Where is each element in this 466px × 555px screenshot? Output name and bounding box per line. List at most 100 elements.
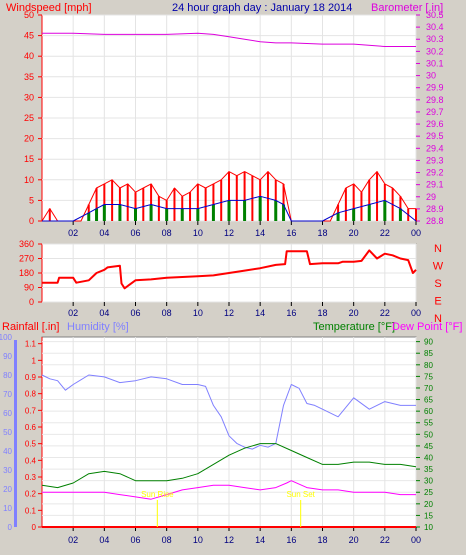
direction-tick-label: 270 xyxy=(19,254,34,264)
sun-marker-label: Sun Rise xyxy=(141,490,174,499)
direction-x-ticks: 02 04 06 08 10 12 14 16 18 20 22 00 xyxy=(68,302,421,318)
rainfall-tick-label: 0.9 xyxy=(25,373,37,382)
barometer-tick-label: 29.3 xyxy=(426,155,444,165)
compass-label: N xyxy=(434,243,442,255)
x-tick-label: 06 xyxy=(130,308,140,318)
x-tick-label: 20 xyxy=(349,535,359,545)
barometer-tick-label: 29 xyxy=(426,192,436,202)
humidity-tick-label: 60 xyxy=(3,409,12,418)
barometer-ticks: 28.8 28.9 29 29.1 29.2 29.3 29.4 29.5 29.6 29.7 29… xyxy=(416,10,444,226)
direction-series xyxy=(42,249,417,290)
temperature-tick-label: 45 xyxy=(424,442,433,451)
barometer-tick-label: 29.9 xyxy=(426,83,444,93)
humidity-axis-label: Humidity [%] xyxy=(67,321,129,333)
rainfall-tick-label: 0 xyxy=(32,523,37,532)
x-tick-label: 04 xyxy=(99,308,109,318)
rainfall-tick-label: 0.1 xyxy=(25,506,37,515)
x-tick-label: 16 xyxy=(286,535,296,545)
sun-annotations: Sun Rise Sun Set xyxy=(141,490,316,527)
humidity-ticks: 0 10 20 30 40 50 60 70 80 90 100 xyxy=(0,333,13,532)
dewpoint-line xyxy=(42,480,416,500)
x-tick-label: 14 xyxy=(255,228,265,238)
temperature-tick-label: 50 xyxy=(424,430,433,439)
temperature-tick-label: 15 xyxy=(424,511,433,520)
wind-barometer-panel: Windspeed [mph] 24 hour graph day : Janu… xyxy=(6,2,444,238)
windspeed-tick-label: 0 xyxy=(29,216,34,226)
humidity-axis-bar xyxy=(14,340,17,527)
windspeed-tick-label: 25 xyxy=(24,113,34,123)
windspeed-tick-label: 20 xyxy=(24,134,34,144)
windspeed-tick-label: 45 xyxy=(24,31,34,41)
windspeed-gust-line xyxy=(41,171,416,222)
x-tick-label: 22 xyxy=(380,308,390,318)
compass-label: E xyxy=(434,296,441,308)
temperature-tick-label: 55 xyxy=(424,419,433,428)
barometer-tick-label: 29.8 xyxy=(426,95,444,105)
barometer-axis-label: Barometer [.in] xyxy=(371,2,443,14)
x-tick-label: 14 xyxy=(255,308,265,318)
temperature-tick-label: 35 xyxy=(424,465,433,474)
humidity-tick-label: 20 xyxy=(3,485,12,494)
temperature-axis-label: Temperature [°F] xyxy=(313,321,395,333)
rainfall-tick-label: 0.6 xyxy=(25,423,37,432)
humidity-tick-label: 10 xyxy=(3,504,12,513)
barometer-tick-label: 29.4 xyxy=(426,143,444,153)
x-tick-label: 18 xyxy=(317,228,327,238)
barometer-tick-label: 29.7 xyxy=(426,107,444,117)
humidity-tick-label: 90 xyxy=(3,352,12,361)
climate-x-ticks: 02 04 06 08 10 12 14 16 18 20 22 00 xyxy=(68,527,421,545)
rainfall-ticks: 0 0.1 0.2 0.3 0.4 0.5 0.6 0.7 0.8 0.9 1 1.1 xyxy=(25,340,42,532)
compass-label: S xyxy=(434,278,441,290)
windspeed-average-line xyxy=(42,195,417,222)
x-tick-label: 08 xyxy=(162,308,172,318)
temperature-ticks: 10 15 20 25 30 35 40 45 50 55 60 65 70 75 80 85 90 xyxy=(416,338,433,532)
windspeed-tick-label: 40 xyxy=(24,51,34,61)
x-tick-label: 06 xyxy=(130,228,140,238)
chart-title: 24 hour graph day : January 18 2014 xyxy=(172,2,352,14)
humidity-line xyxy=(41,374,416,450)
barometer-tick-label: 29.5 xyxy=(426,131,444,141)
rainfall-tick-label: 1.1 xyxy=(25,340,37,349)
rainfall-tick-label: 0.5 xyxy=(25,440,37,449)
x-tick-label: 00 xyxy=(411,308,421,318)
wind-direction-line xyxy=(42,249,417,290)
wind-x-ticks: 02 04 06 08 10 12 14 16 18 20 22 00 xyxy=(68,221,421,238)
wind-series xyxy=(41,32,417,222)
humidity-tick-label: 0 xyxy=(8,523,13,532)
x-tick-label: 02 xyxy=(68,308,78,318)
climate-grid xyxy=(42,337,417,528)
x-tick-label: 20 xyxy=(349,308,359,318)
humidity-tick-label: 40 xyxy=(3,447,12,456)
barometer-tick-label: 29.6 xyxy=(426,119,444,129)
temperature-tick-label: 80 xyxy=(424,361,433,370)
humidity-tick-label: 50 xyxy=(3,428,12,437)
barometer-line xyxy=(42,32,416,47)
x-tick-label: 16 xyxy=(286,228,296,238)
temperature-tick-label: 85 xyxy=(424,349,433,358)
x-tick-label: 18 xyxy=(317,308,327,318)
windspeed-tick-label: 30 xyxy=(24,92,34,102)
humidity-tick-label: 70 xyxy=(3,390,12,399)
windspeed-axis-label: Windspeed [mph] xyxy=(6,2,92,14)
x-tick-label: 22 xyxy=(380,228,390,238)
x-tick-label: 04 xyxy=(99,535,109,545)
x-tick-label: 06 xyxy=(130,535,140,545)
humidity-tick-label: 100 xyxy=(0,333,13,342)
x-tick-label: 12 xyxy=(224,228,234,238)
direction-tick-label: 360 xyxy=(19,239,34,249)
humidity-tick-label: 30 xyxy=(3,466,12,475)
barometer-tick-label: 29.1 xyxy=(426,180,444,190)
windspeed-tick-label: 10 xyxy=(24,175,34,185)
compass-label: W xyxy=(433,261,444,273)
barometer-tick-label: 30.4 xyxy=(426,22,444,32)
rainfall-tick-label: 0.3 xyxy=(25,473,37,482)
x-tick-label: 12 xyxy=(224,535,234,545)
temperature-tick-label: 65 xyxy=(424,396,433,405)
temperature-tick-label: 10 xyxy=(424,523,433,532)
x-tick-label: 20 xyxy=(349,228,359,238)
temperature-tick-label: 75 xyxy=(424,372,433,381)
barometer-tick-label: 30.3 xyxy=(426,34,444,44)
